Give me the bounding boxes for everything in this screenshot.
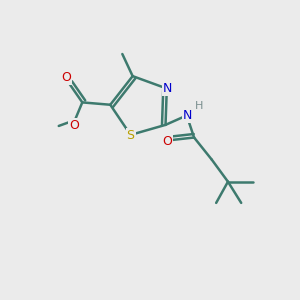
Text: N: N	[163, 82, 172, 95]
Text: O: O	[69, 119, 79, 132]
Text: S: S	[127, 129, 135, 142]
Text: H: H	[195, 101, 203, 111]
Text: O: O	[162, 135, 172, 148]
Text: O: O	[61, 71, 71, 85]
Text: N: N	[183, 109, 192, 122]
